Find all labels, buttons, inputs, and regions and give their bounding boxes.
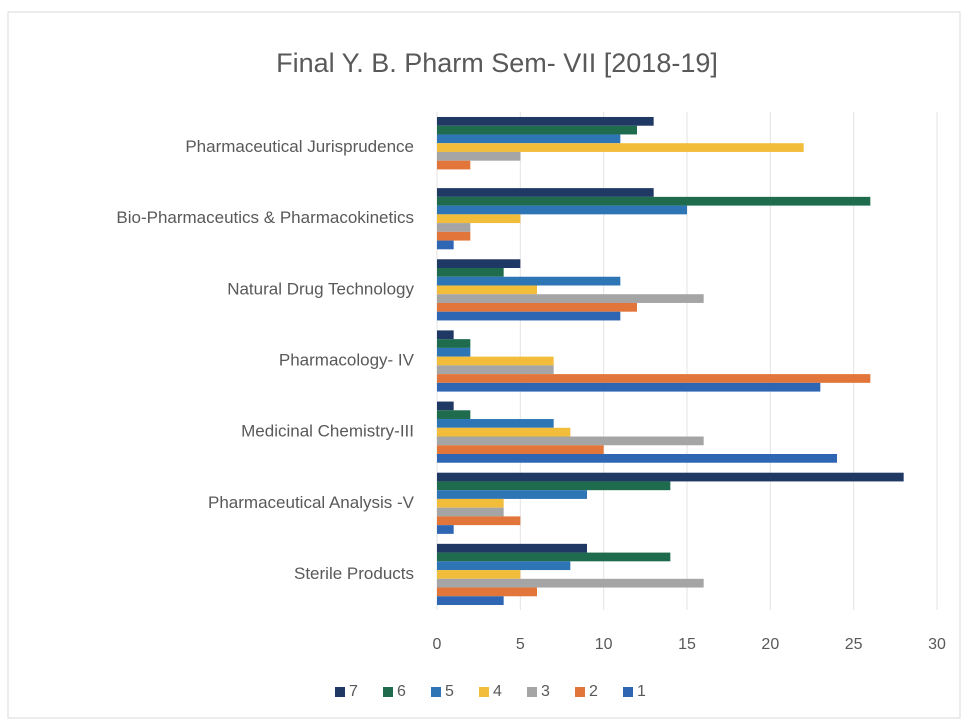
bar: [437, 507, 504, 517]
bar: [437, 382, 821, 392]
bar: [437, 419, 554, 428]
x-tick-label: 30: [928, 636, 946, 653]
legend-swatch: [431, 687, 441, 697]
bar: [437, 436, 704, 446]
bar: [437, 160, 471, 170]
bar: [437, 231, 471, 241]
bar: [437, 240, 454, 250]
bar: [437, 570, 521, 579]
bar: [437, 427, 571, 437]
chart-title: Final Y. B. Pharm Sem- VII [2018-19]: [276, 48, 718, 78]
bar: [437, 223, 471, 232]
bar: [437, 472, 904, 482]
bar: [437, 543, 587, 553]
bar: [437, 552, 671, 562]
bar: [437, 445, 604, 454]
legend-swatch: [623, 687, 633, 697]
bar: [437, 205, 687, 215]
bar: [437, 525, 454, 534]
x-tick-label: 0: [433, 636, 442, 653]
bar: [437, 188, 654, 197]
bar: [437, 276, 621, 286]
legend-label: 7: [349, 683, 358, 700]
legend-swatch: [575, 687, 585, 697]
bar: [437, 498, 504, 508]
legend-label: 1: [637, 683, 646, 700]
bar: [437, 339, 471, 348]
bar: [437, 596, 504, 606]
bar: [437, 125, 637, 135]
bar: [437, 134, 621, 144]
bar: [437, 410, 471, 420]
bar: [437, 196, 871, 206]
bar: [437, 578, 704, 588]
x-tick-label: 15: [678, 636, 696, 653]
bar: [437, 151, 521, 161]
bar: [437, 365, 554, 375]
x-tick-label: 25: [845, 636, 863, 653]
bar: [437, 347, 471, 357]
legend-label: 4: [493, 683, 502, 700]
legend-label: 5: [445, 683, 454, 700]
y-tick-label: Pharmacology- IV: [279, 350, 415, 369]
bar: [437, 587, 537, 597]
y-tick-label: Medicinal Chemistry-III: [241, 422, 414, 441]
x-tick-label: 10: [595, 636, 613, 653]
bar: [437, 214, 521, 224]
bar: [437, 481, 671, 491]
bar: [437, 561, 571, 571]
bar: [437, 356, 554, 366]
legend-label: 2: [589, 683, 598, 700]
y-tick-label: Sterile Products: [294, 564, 414, 583]
legend-swatch: [383, 687, 393, 697]
legend-label: 6: [397, 683, 406, 700]
x-tick-label: 5: [516, 636, 525, 653]
legend-swatch: [527, 687, 537, 697]
bar: [437, 490, 587, 499]
y-tick-label: Pharmaceutical Jurisprudence: [185, 137, 414, 156]
bar: [437, 268, 504, 277]
bar: [437, 143, 804, 152]
y-tick-label: Natural Drug Technology: [227, 279, 414, 298]
bar: [437, 259, 521, 269]
bar: [437, 311, 621, 321]
y-tick-label: Pharmaceutical Analysis -V: [208, 493, 415, 512]
bar: [437, 294, 704, 303]
legend-swatch: [479, 687, 489, 697]
y-tick-label: Bio-Pharmaceutics & Pharmacokinetics: [116, 208, 414, 227]
x-tick-label: 20: [761, 636, 779, 653]
bar: [437, 374, 871, 383]
bar: [437, 516, 521, 526]
bar: [437, 453, 837, 463]
bar: [437, 116, 654, 126]
legend-label: 3: [541, 683, 550, 700]
bar: [437, 401, 454, 411]
bar: [437, 285, 537, 295]
bar: [437, 330, 454, 340]
bar: [437, 302, 637, 312]
legend-swatch: [335, 687, 345, 697]
